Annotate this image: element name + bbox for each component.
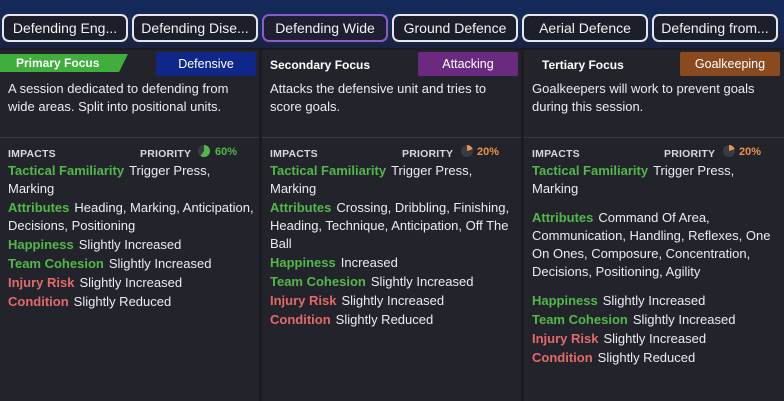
impact-condition: Condition Slightly Reduced <box>532 350 696 365</box>
divider <box>0 137 259 138</box>
impacts-label: IMPACTS <box>270 148 318 160</box>
focus-label: Tertiary Focus <box>542 58 624 72</box>
impact-team-cohesion: Team Cohesion Slightly Increased <box>532 312 736 327</box>
divider <box>262 137 521 138</box>
tab-defending-engagement[interactable]: Defending Eng... <box>2 14 128 42</box>
tab-defending-disengagement[interactable]: Defending Dise... <box>132 14 258 42</box>
panel-header: Tertiary Focus Goalkeeping Goalkeepers w… <box>524 50 784 138</box>
impact-attributes: Attributes Crossing, Dribbling, Finishing… <box>270 200 510 251</box>
tab-defending-wide[interactable]: Defending Wide <box>262 14 388 42</box>
impact-team-cohesion: Team Cohesion Slightly Increased <box>270 274 474 289</box>
impact-injury-risk: Injury Risk Slightly Increased <box>270 293 445 308</box>
session-description: Goalkeepers will work to prevent goals d… <box>532 81 755 114</box>
primary-focus-panel: Primary Focus Defensive A session dedica… <box>0 50 259 401</box>
secondary-focus-panel: Secondary Focus Attacking Attacks the de… <box>262 50 521 401</box>
impact-condition: Condition Slightly Reduced <box>8 294 172 309</box>
impact-attributes: Attributes Command Of Area, Communication… <box>532 210 771 279</box>
session-tabs: Defending Eng... Defending Dise... Defen… <box>2 14 784 42</box>
panel-header: Primary Focus Defensive A session dedica… <box>0 50 259 138</box>
priority-label: PRIORITY <box>402 148 454 160</box>
impact-happiness: Happiness Slightly Increased <box>532 293 706 308</box>
tab-aerial-defence[interactable]: Aerial Defence <box>522 14 648 42</box>
priority-value: 20% <box>477 146 500 158</box>
priority-label: PRIORITY <box>140 148 192 160</box>
impact-happiness: Happiness Increased <box>270 255 398 270</box>
tab-ground-defence[interactable]: Ground Defence <box>392 14 518 42</box>
impacts-list: Tactical Familiarity Trigger Press, Marki… <box>270 162 518 329</box>
impact-happiness: Happiness Slightly Increased <box>8 237 182 252</box>
divider <box>524 137 784 138</box>
focus-badge-goalkeeping: Goalkeeping <box>680 52 780 76</box>
impact-injury-risk: Injury Risk Slightly Increased <box>8 275 183 290</box>
session-description: Attacks the defensive unit and tries to … <box>270 81 487 114</box>
focus-badge-defensive: Defensive <box>156 52 256 76</box>
impact-tactical-familiarity: Tactical Familiarity Trigger Press, Marki… <box>532 163 735 196</box>
impact-tactical-familiarity: Tactical Familiarity Trigger Press, Marki… <box>8 163 211 196</box>
impacts-list: Tactical Familiarity Trigger Press, Marki… <box>532 162 780 367</box>
spacer <box>532 281 780 292</box>
panel-header: Secondary Focus Attacking Attacks the de… <box>262 50 521 138</box>
impact-injury-risk: Injury Risk Slightly Increased <box>532 331 707 346</box>
priority-value: 20% <box>739 146 762 158</box>
primary-focus-flag: Primary Focus <box>0 54 128 72</box>
session-description: A session dedicated to defending from wi… <box>8 81 229 114</box>
priority-pie-icon <box>723 145 735 157</box>
focus-label: Primary Focus <box>16 56 100 70</box>
impacts-list: Tactical Familiarity Trigger Press, Marki… <box>8 162 256 311</box>
priority-pie-icon <box>198 145 211 157</box>
priority-value: 60% <box>215 146 238 158</box>
tertiary-focus-panel: Tertiary Focus Goalkeeping Goalkeepers w… <box>524 50 784 401</box>
impact-team-cohesion: Team Cohesion Slightly Increased <box>8 256 212 271</box>
tab-defending-from[interactable]: Defending from... <box>652 14 778 42</box>
spacer <box>532 198 780 209</box>
focus-label: Secondary Focus <box>270 58 371 72</box>
impact-tactical-familiarity: Tactical Familiarity Trigger Press, Marki… <box>270 163 473 196</box>
impacts-label: IMPACTS <box>532 148 580 160</box>
impact-attributes: Attributes Heading, Marking, Anticipation… <box>8 200 254 233</box>
impacts-label: IMPACTS <box>8 148 56 160</box>
focus-badge-attacking: Attacking <box>418 52 518 76</box>
priority-pie-icon <box>461 145 473 157</box>
impact-condition: Condition Slightly Reduced <box>270 312 434 327</box>
priority-label: PRIORITY <box>664 148 716 160</box>
